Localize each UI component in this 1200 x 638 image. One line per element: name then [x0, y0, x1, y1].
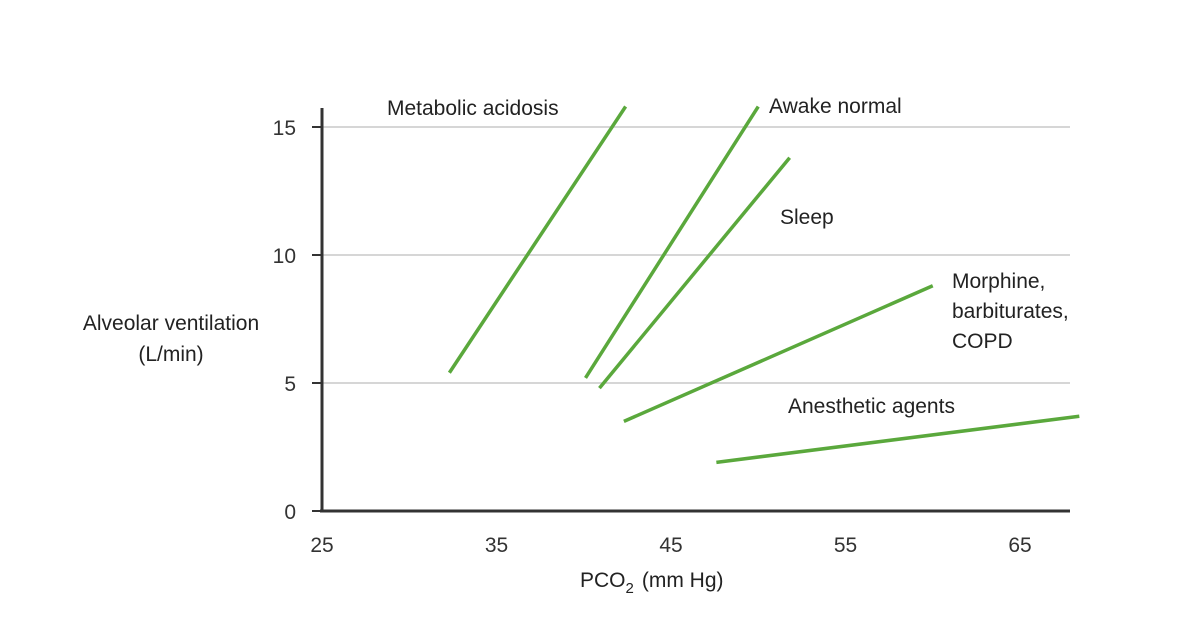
series-lines — [447, 105, 1080, 465]
series-label-3: barbiturates, — [952, 300, 1069, 323]
x-axis-label-subscript: 2 — [626, 580, 634, 597]
x-axis-label-main: PCO — [580, 569, 626, 592]
y-axis-label-line2: (L/min) — [138, 343, 203, 366]
x-tick-label: 25 — [310, 534, 333, 557]
y-tick-label: 5 — [284, 373, 296, 396]
series-labels: Metabolic acidosis Awake normal Sleep Morph… — [387, 95, 1069, 418]
x-tick-label: 65 — [1008, 534, 1031, 557]
y-axis-label-line1: Alveolar ventilation — [83, 312, 259, 335]
x-tick-label: 45 — [659, 534, 682, 557]
x-tick-label: 35 — [485, 534, 508, 557]
series-line-4 — [716, 414, 1080, 465]
y-tick-label: 15 — [273, 117, 296, 140]
series-label-4: Anesthetic agents — [788, 395, 955, 418]
series-label-3: Morphine, — [952, 270, 1045, 293]
y-tick-label: 0 — [284, 501, 296, 524]
x-tick-label: 55 — [834, 534, 857, 557]
series-line-2 — [598, 156, 792, 390]
series-line-0 — [447, 105, 628, 374]
ticks: 0 5 10 15 25 35 45 55 65 — [273, 117, 1032, 557]
gridlines — [322, 126, 1070, 384]
series-label-2: Sleep — [780, 206, 834, 229]
series-label-1: Awake normal — [769, 95, 902, 118]
series-label-3: COPD — [952, 330, 1013, 353]
series-line-1 — [584, 105, 760, 379]
series-label-0: Metabolic acidosis — [387, 97, 559, 120]
y-tick-label: 10 — [273, 245, 296, 268]
series-line-3 — [623, 284, 934, 424]
x-axis-label-unit: (mm Hg) — [642, 569, 724, 592]
x-axis-label: PCO2 (mm Hg) — [580, 569, 724, 597]
